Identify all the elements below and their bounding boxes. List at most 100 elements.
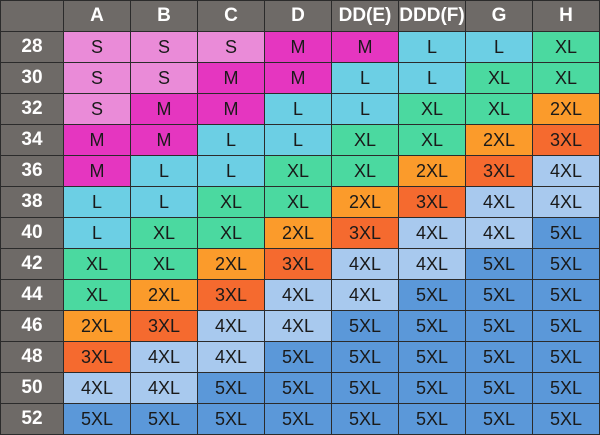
size-cell: 5XL: [465, 372, 533, 404]
size-cell: L: [130, 155, 198, 187]
size-cell: M: [63, 155, 131, 187]
size-cell: 5XL: [331, 341, 399, 373]
size-cell: L: [398, 31, 466, 63]
size-cell: 2XL: [398, 155, 466, 187]
size-cell: 4XL: [130, 341, 198, 373]
size-cell: L: [398, 62, 466, 94]
row-header-band: 50: [0, 372, 64, 404]
size-cell: 4XL: [197, 310, 265, 342]
size-cell: XL: [331, 124, 399, 156]
size-cell: 2XL: [465, 124, 533, 156]
column-header-cup: H: [532, 0, 600, 32]
column-header-cup: C: [197, 0, 265, 32]
size-cell: 5XL: [465, 248, 533, 280]
size-cell: 3XL: [331, 217, 399, 249]
size-cell: 5XL: [398, 372, 466, 404]
table-row: 52 5XL 5XL 5XL 5XL 5XL 5XL 5XL 5XL: [0, 403, 600, 435]
size-cell: 4XL: [532, 186, 600, 218]
row-header-band: 28: [0, 31, 64, 63]
size-cell: XL: [63, 279, 131, 311]
table-row: 48 3XL 4XL 4XL 5XL 5XL 5XL 5XL 5XL: [0, 341, 600, 373]
header-row: A B C D DD(E) DDD(F) G H: [0, 0, 600, 32]
size-cell: 5XL: [398, 403, 466, 435]
size-cell: 5XL: [465, 403, 533, 435]
column-header-cup: B: [130, 0, 198, 32]
size-cell: 5XL: [398, 341, 466, 373]
column-header-cup: G: [465, 0, 533, 32]
size-cell: XL: [331, 155, 399, 187]
size-cell: L: [331, 93, 399, 125]
size-cell: S: [63, 62, 131, 94]
table-row: 32 S M M L L XL XL 2XL: [0, 93, 600, 125]
size-cell: 5XL: [130, 403, 198, 435]
table-row: 44 XL 2XL 3XL 4XL 4XL 5XL 5XL 5XL: [0, 279, 600, 311]
size-cell: 5XL: [331, 372, 399, 404]
table-row: 34 M M L L XL XL 2XL 3XL: [0, 124, 600, 156]
size-cell: 5XL: [532, 279, 600, 311]
size-cell: 3XL: [264, 248, 332, 280]
size-cell: 5XL: [197, 403, 265, 435]
table-row: 30 S S M M L L XL XL: [0, 62, 600, 94]
size-cell: 4XL: [465, 217, 533, 249]
size-cell: M: [63, 124, 131, 156]
table-row: 38 L L XL XL 2XL 3XL 4XL 4XL: [0, 186, 600, 218]
size-cell: XL: [465, 62, 533, 94]
size-cell: 5XL: [331, 403, 399, 435]
size-cell: 5XL: [264, 341, 332, 373]
size-cell: 4XL: [398, 248, 466, 280]
size-cell: XL: [264, 155, 332, 187]
size-cell: 5XL: [398, 279, 466, 311]
size-cell: 5XL: [197, 372, 265, 404]
row-header-band: 36: [0, 155, 64, 187]
size-cell: 4XL: [465, 186, 533, 218]
size-cell: L: [197, 155, 265, 187]
size-cell: L: [197, 124, 265, 156]
row-header-band: 38: [0, 186, 64, 218]
size-cell: 3XL: [398, 186, 466, 218]
size-cell: XL: [63, 248, 131, 280]
size-cell: 5XL: [465, 310, 533, 342]
size-cell: L: [63, 217, 131, 249]
size-cell: 5XL: [264, 372, 332, 404]
size-cell: 5XL: [398, 310, 466, 342]
size-cell: L: [130, 186, 198, 218]
size-cell: 5XL: [63, 403, 131, 435]
size-cell: XL: [532, 31, 600, 63]
column-header-cup: DD(E): [331, 0, 399, 32]
size-cell: XL: [130, 248, 198, 280]
size-cell: 5XL: [532, 310, 600, 342]
size-cell: 5XL: [532, 248, 600, 280]
table-row: 28 S S S M M L L XL: [0, 31, 600, 63]
table-row: 36 M L L XL XL 2XL 3XL 4XL: [0, 155, 600, 187]
row-header-band: 44: [0, 279, 64, 311]
row-header-band: 34: [0, 124, 64, 156]
row-header-band: 52: [0, 403, 64, 435]
row-header-band: 32: [0, 93, 64, 125]
size-cell: 5XL: [532, 341, 600, 373]
size-cell: XL: [398, 124, 466, 156]
size-cell: M: [197, 93, 265, 125]
size-cell: M: [264, 62, 332, 94]
size-cell: XL: [532, 62, 600, 94]
row-header-band: 46: [0, 310, 64, 342]
size-cell: M: [130, 93, 198, 125]
size-cell: L: [63, 186, 131, 218]
size-cell: M: [130, 124, 198, 156]
size-cell: 2XL: [130, 279, 198, 311]
size-cell: L: [465, 31, 533, 63]
size-cell: 4XL: [532, 155, 600, 187]
size-cell: XL: [465, 93, 533, 125]
size-cell: L: [331, 62, 399, 94]
size-cell: XL: [130, 217, 198, 249]
size-cell: 3XL: [532, 124, 600, 156]
size-cell: 4XL: [264, 279, 332, 311]
size-cell: 5XL: [465, 279, 533, 311]
size-cell: 5XL: [465, 341, 533, 373]
column-header-cup: A: [63, 0, 131, 32]
corner-cell: [0, 0, 64, 32]
table-row: 42 XL XL 2XL 3XL 4XL 4XL 5XL 5XL: [0, 248, 600, 280]
size-cell: S: [63, 31, 131, 63]
size-cell: XL: [398, 93, 466, 125]
size-cell: 5XL: [532, 403, 600, 435]
